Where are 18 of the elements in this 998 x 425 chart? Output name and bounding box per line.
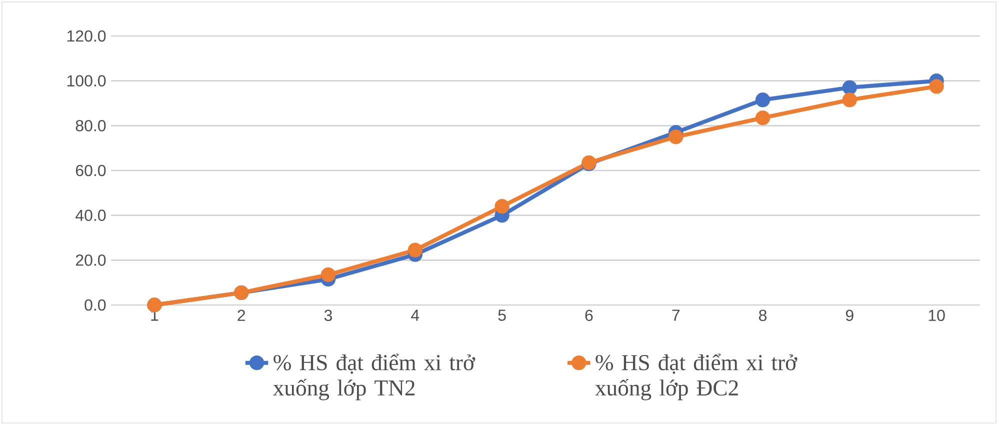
y-tick-label: 0.0	[84, 299, 106, 311]
y-tick-label: 40.0	[76, 210, 106, 221]
x-tick-label: 4	[411, 310, 420, 321]
y-tick-label: 120.0	[67, 30, 106, 42]
legend-label: % HS đạt điểm xi trở xuống lớp ĐC2	[595, 354, 798, 400]
x-tick-label: 9	[846, 310, 854, 322]
y-tick-label: 100.0	[67, 75, 106, 86]
y-tick-label: 60.0	[76, 164, 106, 176]
x-tick-label: 6	[585, 310, 593, 322]
x-tick-label: 7	[672, 310, 680, 321]
x-tick-label: 3	[324, 310, 332, 322]
x-tick-label: 10	[928, 310, 945, 322]
legend-label: % HS đạt điểm xi trở xuống lớp TN2	[273, 354, 476, 400]
y-tick-label: 80.0	[76, 120, 106, 132]
y-tick-label: 20.0	[76, 254, 106, 266]
x-tick-label: 5	[498, 310, 506, 321]
x-tick-label: 8	[759, 310, 767, 322]
x-tick-label: 2	[238, 310, 245, 321]
